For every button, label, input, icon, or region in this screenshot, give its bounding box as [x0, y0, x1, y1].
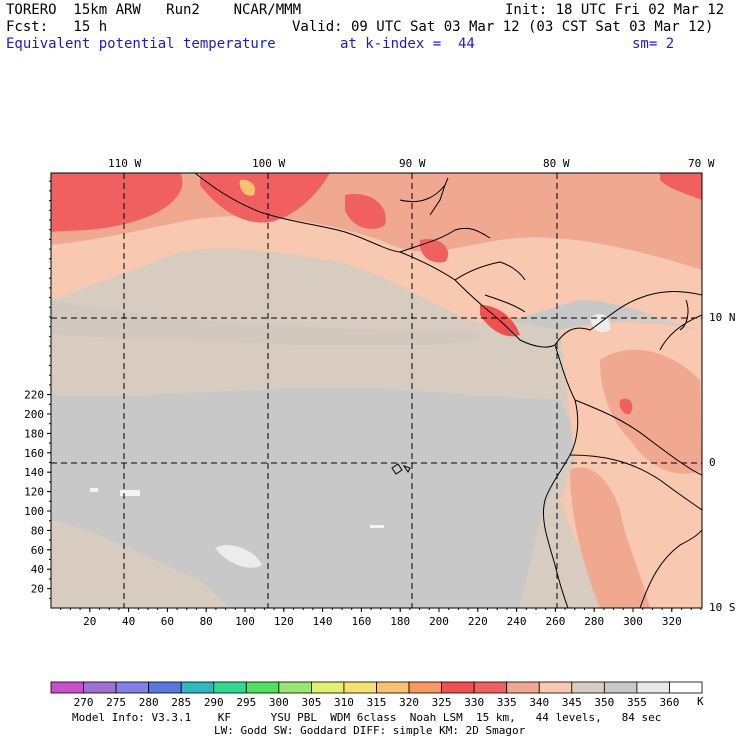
valid-time: Valid: 09 UTC Sat 03 Mar 12 (03 CST Sat …: [292, 19, 714, 35]
colorbar-swatch: [636, 681, 670, 694]
x-tick-label: 20: [83, 615, 96, 628]
x-tick-label: 280: [584, 615, 604, 628]
lon-label-80w: 80 W: [543, 157, 570, 170]
x-tick-label: 240: [507, 615, 527, 628]
colorbar-label: 335: [497, 696, 517, 709]
physics-info: LW: Godd SW: Goddard DIFF: simple KM: 2D…: [214, 724, 526, 737]
colorbar-label: 270: [74, 696, 94, 709]
colorbar-label: 275: [106, 696, 126, 709]
x-tick-label: 120: [274, 615, 294, 628]
y-tick-label: 80: [31, 524, 44, 537]
y-tick-label: 60: [31, 544, 44, 557]
x-tick-label: 160: [351, 615, 371, 628]
colorbar-unit: K: [697, 695, 704, 708]
lat-label-10n: 10 N: [709, 311, 736, 324]
colorbar-swatch: [538, 681, 573, 694]
graticule: [51, 173, 702, 608]
colorbar-swatch: [278, 681, 312, 694]
colorbar-label: 350: [594, 696, 614, 709]
y-tick-label: 180: [24, 427, 44, 440]
colorbar-swatch: [473, 681, 508, 694]
x-tick-label: 80: [200, 615, 213, 628]
x-tick-label: 200: [429, 615, 449, 628]
model-info: Model Info: V3.3.1 KF YSU PBL WDM 6class…: [72, 711, 662, 724]
y-tick-label: 40: [31, 563, 44, 576]
y-tick-label: 220: [24, 389, 44, 402]
colorbar-swatch: [441, 681, 475, 694]
colorbar-swatch: [343, 681, 377, 694]
lon-label-100w: 100 W: [252, 157, 286, 170]
colorbar-swatch: [310, 681, 345, 694]
field-name: Equivalent potential temperature: [6, 36, 276, 52]
y-tick-label: 160: [24, 447, 44, 460]
x-tick-label: 180: [390, 615, 410, 628]
color-bar: [50, 681, 703, 694]
colorbar-label: 360: [660, 696, 680, 709]
colorbar-label: 310: [334, 696, 354, 709]
y-tick-label: 200: [24, 408, 44, 421]
x-tick-label: 320: [662, 615, 682, 628]
colorbar-swatch: [603, 681, 638, 694]
colorbar-label: 285: [171, 696, 191, 709]
x-tick-label: 140: [313, 615, 333, 628]
smoothing: sm= 2: [632, 36, 675, 52]
colorbar-swatch: [506, 681, 540, 694]
colorbar-label: 345: [562, 696, 582, 709]
lat-label-10s: 10 S: [709, 601, 736, 614]
y-tick-label: 140: [24, 466, 44, 479]
colorbar-swatch: [245, 681, 280, 694]
colorbar-swatch: [50, 681, 84, 694]
colorbar-swatch: [148, 681, 182, 694]
colorbar-swatch: [213, 681, 247, 694]
x-tick-label: 60: [161, 615, 174, 628]
colorbar-swatch: [83, 681, 117, 694]
lon-label-70w: 70 W: [688, 157, 715, 170]
colorbar-label: 325: [432, 696, 452, 709]
colorbar-label: 315: [367, 696, 387, 709]
colorbar-swatch: [376, 681, 410, 694]
level-index: at k-index = 44: [340, 36, 475, 52]
colorbar-swatch: [115, 681, 150, 694]
colorbar-label: 305: [301, 696, 321, 709]
y-tick-label: 100: [24, 505, 44, 518]
lat-label-0: 0: [709, 456, 716, 469]
colorbar-label: 295: [236, 696, 256, 709]
x-tick-label: 220: [468, 615, 488, 628]
model-title: TORERO 15km ARW Run2 NCAR/MMM: [6, 2, 302, 18]
y-tick-label: 20: [31, 583, 44, 596]
init-time: Init: 18 UTC Fri 02 Mar 12: [505, 2, 725, 18]
x-tick-label: 300: [623, 615, 643, 628]
colorbar-swatch: [571, 681, 605, 694]
colorbar-label: 340: [529, 696, 549, 709]
colorbar-swatch: [669, 681, 703, 694]
coastlines: [194, 173, 702, 608]
lon-label-110w: 110 W: [108, 157, 142, 170]
forecast-hour: Fcst: 15 h: [6, 19, 108, 35]
plot-frame: [50, 172, 703, 609]
temperature-field: [51, 173, 702, 608]
x-tick-label: 100: [235, 615, 255, 628]
colorbar-label: 320: [399, 696, 419, 709]
y-tick-label: 120: [24, 486, 44, 499]
colorbar-label: 300: [269, 696, 289, 709]
x-tick-label: 40: [122, 615, 135, 628]
colorbar-label: 330: [464, 696, 484, 709]
colorbar-label: 290: [204, 696, 224, 709]
colorbar-swatch: [408, 681, 442, 694]
lon-label-90w: 90 W: [399, 157, 426, 170]
x-tick-label: 260: [545, 615, 565, 628]
colorbar-swatch: [180, 681, 215, 694]
colorbar-label: 355: [627, 696, 647, 709]
colorbar-label: 280: [139, 696, 159, 709]
